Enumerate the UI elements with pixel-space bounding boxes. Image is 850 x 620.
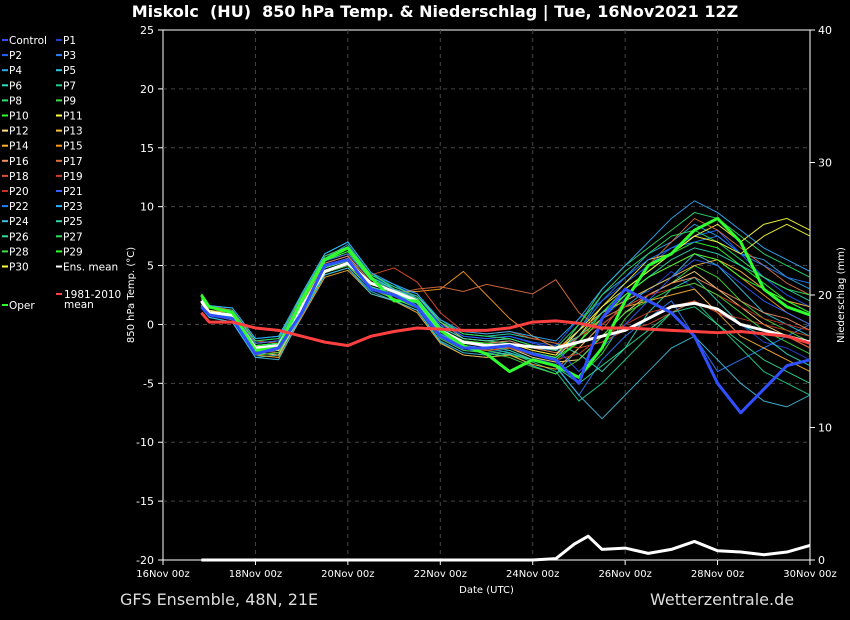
model-info: GFS Ensemble, 48N, 21E [120,590,319,609]
legend-label: P3 [63,50,76,62]
left-tick-label: -20 [136,554,154,567]
legend-label: P4 [9,65,22,77]
legend-label: 1981-2010 [64,289,121,301]
legend-label: Control [9,35,47,47]
right-tick-label: 10 [818,422,832,435]
left-tick-label: 0 [147,318,154,331]
legend-label: P26 [9,231,29,243]
series-line-control [200,258,811,415]
left-tick-label: 20 [140,83,154,96]
legend-label: Oper [9,300,35,312]
legend-label: P27 [63,231,83,243]
series-line-oper [200,216,811,379]
right-tick-label: 0 [818,554,825,567]
x-tick-label: 30Nov 00z [783,569,836,580]
right-tick-label: 20 [818,289,832,302]
right-tick-label: 30 [818,157,832,170]
legend-label: P8 [9,95,22,107]
right-axis-label: Niederschlag (mm) [836,247,847,343]
x-tick-label: 28Nov 00z [691,569,744,580]
member-line-p5 [200,253,811,375]
x-tick-label: 16Nov 00z [136,569,189,580]
member-line-p27 [200,229,811,349]
site-credit: Wetterzentrale.de [650,590,795,609]
x-tick-label: 26Nov 00z [598,569,651,580]
left-tick-label: 25 [140,24,154,37]
left-tick-label: -5 [143,377,154,390]
legend-label: P21 [63,186,83,198]
right-tick-label: 40 [818,24,832,37]
grid-lines [163,30,810,560]
legend-label: P15 [63,141,83,153]
legend-label: mean [64,299,94,311]
left-tick-label: -15 [136,495,154,508]
left-tick-label: 5 [147,260,154,273]
legend-label: P29 [63,246,83,258]
x-axis-label: Date (UTC) [459,585,514,596]
legend-label: P24 [9,216,29,228]
left-tick-label: -10 [136,436,154,449]
legend-label: P7 [63,80,76,92]
legend-label: P5 [63,65,76,77]
legend-label: P18 [9,171,29,183]
legend-label: P1 [63,35,76,47]
main-series [200,216,811,562]
legend-label: P13 [63,126,83,138]
x-tick-label: 22Nov 00z [414,569,467,580]
legend-label: P2 [9,50,22,62]
legend-label: P19 [63,171,83,183]
member-line-p24 [200,267,811,420]
legend-label: P9 [63,95,76,107]
legend-label: P10 [9,111,29,123]
legend-label: P11 [63,111,83,123]
legend-label: P16 [9,156,29,168]
member-line-p23 [200,200,811,342]
legend-label: P20 [9,186,29,198]
left-tick-label: 15 [140,142,154,155]
legend-label: Ens. mean [63,262,118,274]
left-axis: 25 20 15 10 5 0 -5 -10 -15 -20 [136,24,163,567]
x-tick-label: 20Nov 00z [321,569,374,580]
x-tick-label: 24Nov 00z [506,569,559,580]
x-axis: 16Nov 00z 18Nov 00z 20Nov 00z 22Nov 00z 24No… [136,560,837,580]
chart-title: Miskolc (HU) 850 hPa Temp. & Niederschla… [131,2,739,21]
series-line-1981-2010-mean [200,311,811,348]
legend-label: P12 [9,126,29,138]
legend-label: P6 [9,80,22,92]
legend-label: P28 [9,246,29,258]
legend-label: P22 [9,201,29,213]
legend-label: P14 [9,141,29,153]
series-line-ens-mean-precip [201,534,811,562]
left-axis-label: 850 hPa Temp. (°C) [126,247,137,343]
legend-label: P30 [9,262,29,274]
legend-label: P17 [63,156,83,168]
legend-label: P25 [63,216,83,228]
x-tick-label: 18Nov 00z [229,569,282,580]
member-line-p25 [200,247,811,351]
right-axis: 40 30 20 10 0 [810,24,832,567]
legend: Control P1 P2 P3 P4 P5 P6 P7 P8 P9 P10 P11 P12 P13 P14… [2,35,121,312]
left-tick-label: 10 [140,201,154,214]
legend-label: P23 [63,201,83,213]
